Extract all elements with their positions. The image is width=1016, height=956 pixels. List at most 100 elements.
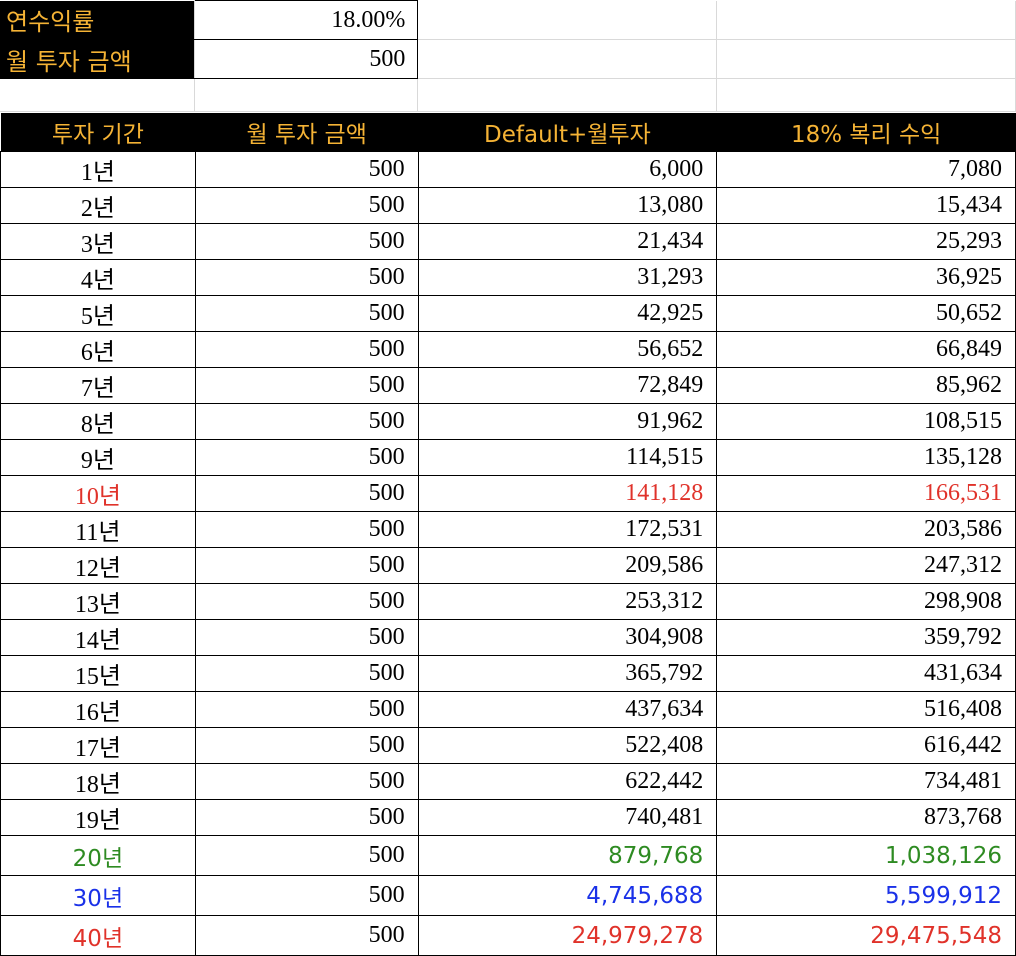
monthly-amount-cell[interactable]: 500 [194, 727, 419, 764]
compound-return-cell[interactable]: 135,128 [716, 439, 1016, 476]
year-cell[interactable]: 19년 [0, 799, 196, 836]
compound-return-cell[interactable]: 298,908 [716, 583, 1016, 620]
header-compound-return[interactable]: 18% 복리 수익 [716, 113, 1016, 152]
monthly-amount-cell[interactable]: 500 [194, 331, 419, 368]
monthly-amount-cell[interactable]: 500 [194, 583, 419, 620]
empty-cell[interactable] [194, 78, 419, 112]
year-cell[interactable]: 3년 [0, 223, 196, 260]
monthly-amount-label[interactable]: 월 투자 금액 [0, 39, 196, 79]
compound-return-cell[interactable]: 66,849 [716, 331, 1016, 368]
compound-return-cell[interactable]: 166,531 [716, 475, 1016, 512]
empty-cell[interactable] [716, 0, 1016, 40]
year-cell[interactable]: 7년 [0, 367, 196, 404]
year-cell[interactable]: 2년 [0, 187, 196, 224]
compound-return-cell[interactable]: 36,925 [716, 259, 1016, 296]
header-monthly-amount[interactable]: 월 투자 금액 [195, 113, 419, 152]
monthly-amount-cell[interactable]: 500 [194, 403, 419, 440]
default-plus-cell[interactable]: 740,481 [417, 799, 718, 836]
monthly-amount-cell[interactable]: 500 [194, 511, 419, 548]
monthly-amount-cell[interactable]: 500 [194, 151, 419, 188]
default-plus-cell[interactable]: 365,792 [417, 655, 718, 692]
default-plus-cell[interactable]: 91,962 [417, 403, 718, 440]
year-cell[interactable]: 16년 [0, 691, 196, 728]
year-cell[interactable]: 30년 [0, 875, 196, 916]
year-cell[interactable]: 1년 [0, 151, 196, 188]
monthly-amount-cell[interactable]: 500 [194, 619, 419, 656]
compound-return-cell[interactable]: 873,768 [716, 799, 1016, 836]
default-plus-cell[interactable]: 437,634 [417, 691, 718, 728]
compound-return-cell[interactable]: 7,080 [716, 151, 1016, 188]
monthly-amount-cell[interactable]: 500 [194, 295, 419, 332]
year-cell[interactable]: 14년 [0, 619, 196, 656]
monthly-amount-cell[interactable]: 500 [194, 439, 419, 476]
compound-return-cell[interactable]: 734,481 [716, 763, 1016, 800]
year-cell[interactable]: 18년 [0, 763, 196, 800]
compound-return-cell[interactable]: 516,408 [716, 691, 1016, 728]
compound-return-cell[interactable]: 25,293 [716, 223, 1016, 260]
compound-return-cell[interactable]: 5,599,912 [716, 875, 1016, 916]
monthly-amount-cell[interactable]: 500 [194, 223, 419, 260]
monthly-amount-cell[interactable]: 500 [194, 259, 419, 296]
compound-return-cell[interactable]: 15,434 [716, 187, 1016, 224]
monthly-amount-cell[interactable]: 500 [194, 691, 419, 728]
default-plus-cell[interactable]: 209,586 [417, 547, 718, 584]
compound-return-cell[interactable]: 203,586 [716, 511, 1016, 548]
year-cell[interactable]: 40년 [0, 915, 196, 956]
default-plus-cell[interactable]: 21,434 [417, 223, 718, 260]
year-cell[interactable]: 13년 [0, 583, 196, 620]
default-plus-cell[interactable]: 13,080 [417, 187, 718, 224]
default-plus-cell[interactable]: 114,515 [417, 439, 718, 476]
year-cell[interactable]: 15년 [0, 655, 196, 692]
default-plus-cell[interactable]: 4,745,688 [417, 875, 718, 916]
compound-return-cell[interactable]: 29,475,548 [716, 915, 1016, 956]
compound-return-cell[interactable]: 85,962 [716, 367, 1016, 404]
year-cell[interactable]: 8년 [0, 403, 196, 440]
monthly-amount-cell[interactable]: 500 [194, 547, 419, 584]
empty-cell[interactable] [716, 78, 1016, 112]
year-cell[interactable]: 20년 [0, 835, 196, 876]
monthly-amount-cell[interactable]: 500 [194, 655, 419, 692]
annual-rate-label[interactable]: 연수익률 [0, 0, 196, 40]
monthly-amount-cell[interactable]: 500 [194, 915, 419, 956]
monthly-amount-value[interactable]: 500 [194, 39, 419, 79]
empty-cell[interactable] [0, 78, 196, 112]
empty-cell[interactable] [716, 39, 1016, 79]
compound-return-cell[interactable]: 1,038,126 [716, 835, 1016, 876]
monthly-amount-cell[interactable]: 500 [194, 835, 419, 876]
default-plus-cell[interactable]: 622,442 [417, 763, 718, 800]
year-cell[interactable]: 9년 [0, 439, 196, 476]
empty-cell[interactable] [417, 78, 718, 112]
year-cell[interactable]: 11년 [0, 511, 196, 548]
compound-return-cell[interactable]: 108,515 [716, 403, 1016, 440]
default-plus-cell[interactable]: 141,128 [417, 475, 718, 512]
empty-cell[interactable] [417, 0, 718, 40]
default-plus-cell[interactable]: 522,408 [417, 727, 718, 764]
default-plus-cell[interactable]: 253,312 [417, 583, 718, 620]
default-plus-cell[interactable]: 24,979,278 [417, 915, 718, 956]
default-plus-cell[interactable]: 304,908 [417, 619, 718, 656]
empty-cell[interactable] [417, 39, 718, 79]
monthly-amount-cell[interactable]: 500 [194, 367, 419, 404]
compound-return-cell[interactable]: 616,442 [716, 727, 1016, 764]
default-plus-cell[interactable]: 31,293 [417, 259, 718, 296]
monthly-amount-cell[interactable]: 500 [194, 187, 419, 224]
year-cell[interactable]: 12년 [0, 547, 196, 584]
monthly-amount-cell[interactable]: 500 [194, 799, 419, 836]
monthly-amount-cell[interactable]: 500 [194, 475, 419, 512]
year-cell[interactable]: 17년 [0, 727, 196, 764]
default-plus-cell[interactable]: 72,849 [417, 367, 718, 404]
compound-return-cell[interactable]: 359,792 [716, 619, 1016, 656]
default-plus-cell[interactable]: 6,000 [417, 151, 718, 188]
default-plus-cell[interactable]: 879,768 [417, 835, 718, 876]
monthly-amount-cell[interactable]: 500 [194, 875, 419, 916]
compound-return-cell[interactable]: 50,652 [716, 295, 1016, 332]
default-plus-cell[interactable]: 56,652 [417, 331, 718, 368]
compound-return-cell[interactable]: 431,634 [716, 655, 1016, 692]
monthly-amount-cell[interactable]: 500 [194, 763, 419, 800]
year-cell[interactable]: 4년 [0, 259, 196, 296]
header-period[interactable]: 투자 기간 [0, 113, 196, 152]
default-plus-cell[interactable]: 42,925 [417, 295, 718, 332]
year-cell[interactable]: 10년 [0, 475, 196, 512]
annual-rate-value[interactable]: 18.00% [194, 0, 419, 40]
year-cell[interactable]: 6년 [0, 331, 196, 368]
